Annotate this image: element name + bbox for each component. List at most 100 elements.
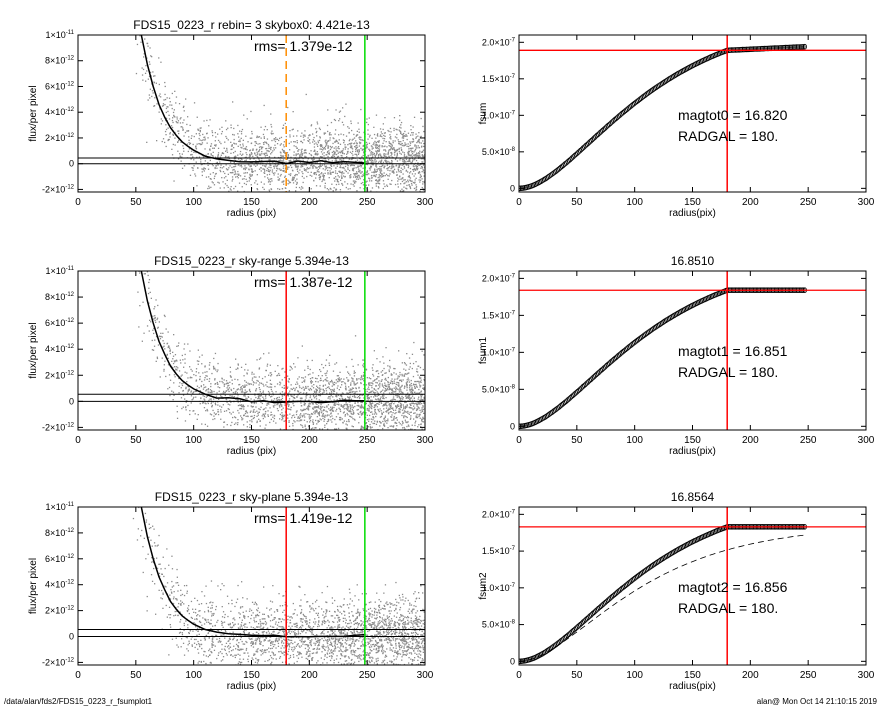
- profile-1-scatter-point: [314, 150, 316, 152]
- growth-1-xtick-label: 150: [684, 197, 701, 208]
- profile-1-scatter-point: [206, 133, 208, 135]
- profile-2-scatter-point: [244, 369, 246, 371]
- profile-1-scatter-point: [405, 181, 407, 183]
- profile-1-scatter-point: [328, 133, 331, 135]
- profile-2-scatter-point: [249, 420, 251, 422]
- profile-1-scatter-point: [258, 136, 261, 138]
- profile-1-scatter-point: [274, 165, 276, 167]
- profile-1-scatter-point: [381, 146, 383, 148]
- profile-2-scatter-point: [197, 349, 199, 351]
- profile-2-scatter-point: [324, 379, 326, 381]
- profile-2-scatter-point: [353, 412, 355, 415]
- profile-2-scatter-point: [331, 392, 333, 394]
- profile-2-scatter-point: [322, 392, 324, 394]
- profile-1-scatter-point: [302, 172, 304, 175]
- profile-2-scatter-point: [317, 406, 319, 408]
- profile-2-scatter-point: [361, 412, 363, 414]
- profile-1-scatter-point: [315, 173, 317, 176]
- profile-1-scatter-point: [281, 155, 283, 157]
- profile-2-scatter-point: [411, 353, 414, 355]
- profile-2-scatter-point: [381, 370, 384, 372]
- profile-1-scatter-point: [312, 159, 314, 161]
- profile-1-scatter-point: [341, 177, 343, 179]
- profile-1-scatter-point: [393, 148, 395, 151]
- profile-1-scatter-point: [374, 154, 376, 157]
- profile-1-scatter-point: [226, 156, 228, 158]
- profile-1-scatter-point: [267, 170, 270, 172]
- profile-2-scatter-point: [318, 412, 320, 414]
- profile-1-scatter-point: [230, 152, 232, 154]
- profile-1-scatter-point: [169, 104, 171, 106]
- profile-2-scatter-point: [201, 402, 204, 404]
- profile-1-scatter-point: [406, 201, 407, 202]
- profile-1-scatter-point: [161, 105, 164, 107]
- profile-1-scatter-point: [393, 127, 395, 130]
- profile-2-scatter-point: [420, 411, 422, 413]
- profile-2-scatter-point: [245, 381, 247, 383]
- profile-1-scatter-point: [277, 176, 279, 178]
- profile-2-scatter-point: [214, 402, 216, 405]
- profile-2-scatter-point: [278, 398, 280, 401]
- profile-2-scatter-point: [399, 397, 401, 399]
- profile-2-scatter-point: [301, 397, 303, 400]
- profile-1-scatter-point: [268, 180, 270, 182]
- profile-1-scatter-point: [375, 145, 377, 147]
- profile-1-scatter-point: [327, 172, 329, 174]
- profile-2-scatter-point: [214, 418, 216, 420]
- profile-2-scatter-point: [198, 356, 201, 358]
- profile-2-scatter-point: [328, 383, 330, 385]
- profile-2-scatter-point: [269, 364, 271, 366]
- profile-2-scatter-point: [272, 392, 274, 394]
- profile-1-scatter-point: [234, 173, 237, 175]
- profile-2-scatter-point: [344, 382, 346, 384]
- profile-2-scatter-point: [258, 387, 260, 389]
- profile-1-scatter-point: [128, 27, 129, 28]
- profile-2-scatter-point: [336, 375, 338, 377]
- profile-1-scatter-point: [179, 118, 181, 120]
- profile-1-scatter-point: [399, 115, 401, 117]
- profile-1-scatter-point: [382, 164, 384, 166]
- profile-2-scatter-point: [309, 368, 311, 371]
- profile-2-scatter-point: [306, 392, 308, 394]
- profile-2-scatter-point: [119, 30, 120, 31]
- profile-2-scatter-point: [376, 399, 378, 401]
- profile-2-scatter-point: [300, 409, 302, 411]
- growth-1-xtick-label: 100: [626, 197, 643, 208]
- profile-1-scatter-point: [348, 169, 351, 172]
- profile-2-scatter-point: [384, 372, 386, 374]
- profile-1-scatter-point: [374, 170, 376, 172]
- profile-1-scatter-point: [395, 164, 398, 166]
- profile-1-scatter-point: [243, 167, 245, 169]
- profile-1-scatter-point: [422, 149, 425, 151]
- profile-1-scatter-point: [253, 158, 255, 160]
- profile-2-scatter-point: [121, 87, 122, 88]
- profile-2-scatter-point: [383, 424, 386, 427]
- profile-1-scatter-point: [160, 123, 162, 125]
- profile-2-scatter-point: [160, 335, 162, 338]
- profile-1-scatter-point: [366, 121, 368, 124]
- profile-2-scatter-point: [320, 409, 322, 411]
- profile-1-scatter-point: [322, 173, 324, 175]
- profile-1-scatter-point: [358, 137, 360, 139]
- profile-2-scatter-point: [327, 397, 329, 399]
- profile-2-scatter-point: [287, 395, 289, 397]
- profile-2-scatter-point: [206, 425, 209, 427]
- profile-2-scatter-point: [372, 380, 374, 382]
- profile-1-scatter-point: [378, 183, 381, 185]
- profile-1-scatter-point: [348, 143, 350, 145]
- profile-1-scatter-point: [370, 158, 373, 160]
- profile-1-scatter-point: [323, 177, 325, 179]
- profile-1-scatter-point: [393, 117, 396, 119]
- profile-2-scatter-point: [415, 380, 417, 383]
- profile-1-scatter-point: [419, 174, 422, 176]
- profile-2-scatter-point: [172, 355, 175, 357]
- profile-1-scatter-point: [334, 141, 337, 143]
- profile-2-scatter-point: [314, 391, 316, 393]
- profile-1-scatter-point: [201, 142, 204, 144]
- profile-1-scatter-point: [173, 180, 175, 182]
- profile-1-scatter-point: [386, 184, 388, 186]
- profile-1-scatter-point: [183, 119, 185, 121]
- profile-2-scatter-point: [408, 459, 409, 460]
- profile-1-scatter-point: [423, 159, 425, 161]
- profile-2-scatter-point: [174, 361, 176, 363]
